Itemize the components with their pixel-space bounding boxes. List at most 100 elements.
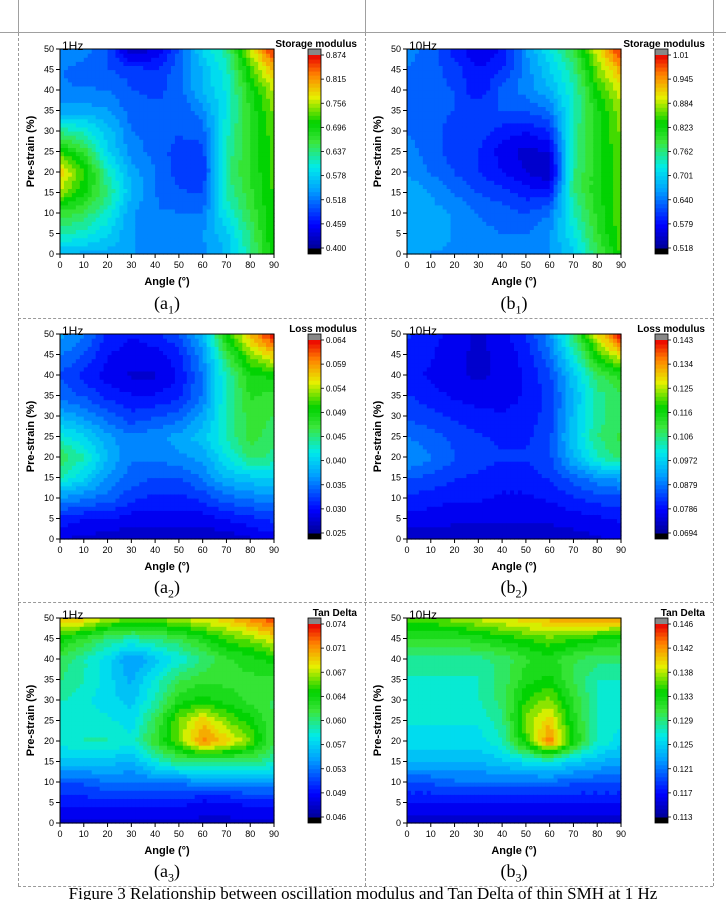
heatmap-cell (210, 57, 216, 62)
heatmap-cell (525, 155, 531, 161)
heatmap-cell (446, 204, 452, 210)
heatmap-cell (174, 225, 180, 230)
heatmap-cell (478, 217, 483, 222)
heatmap-cell (458, 233, 464, 239)
heatmap-cell (561, 217, 567, 222)
heatmap-cell (557, 176, 563, 181)
heatmap-cell (502, 217, 507, 222)
heatmap-cell (222, 69, 228, 75)
heatmap-cell (198, 196, 204, 202)
heatmap-cell (549, 106, 555, 112)
heatmap-cell (426, 196, 432, 202)
heatmap-cell (159, 114, 164, 120)
heatmap-cell (87, 118, 93, 124)
heatmap-cell (565, 53, 571, 58)
heatmap-cell (71, 225, 77, 230)
heatmap-cell (155, 241, 160, 247)
heatmap-cell (226, 241, 231, 247)
heatmap-cell (474, 229, 479, 235)
heatmap-cell (458, 180, 464, 185)
heatmap-cell (474, 69, 479, 75)
heatmap-cell (553, 110, 559, 116)
heatmap-cell (498, 122, 503, 128)
heatmap-cell (270, 159, 275, 165)
heatmap-cell (71, 131, 77, 136)
heatmap-cell (557, 77, 563, 83)
heatmap-cell (131, 180, 136, 185)
heatmap-cell (458, 241, 464, 247)
heatmap-cell (478, 184, 483, 189)
heatmap-cell (155, 81, 160, 87)
heatmap-cell (242, 81, 247, 87)
heatmap-cell (577, 200, 582, 206)
heatmap-cell (573, 217, 578, 222)
heatmap-cell (155, 61, 160, 66)
heatmap-cell (198, 122, 204, 128)
heatmap-cell (573, 241, 578, 247)
heatmap-cell (119, 135, 124, 140)
heatmap-cell (198, 65, 204, 71)
heatmap-cell (75, 126, 81, 132)
heatmap-cell (226, 176, 231, 181)
heatmap-cell (462, 204, 468, 210)
heatmap-cell (170, 217, 176, 222)
heatmap-cell (79, 180, 85, 185)
heatmap-cell (246, 184, 251, 189)
heatmap-cell (202, 213, 208, 218)
heatmap-cell (147, 249, 152, 255)
colorbar-tick-label: 0.874 (326, 51, 347, 60)
heatmap-cell (111, 233, 117, 239)
heatmap-cell (182, 229, 188, 235)
heatmap-cell (218, 188, 224, 194)
heatmap-cell (573, 151, 578, 157)
heatmap-cell (115, 184, 121, 189)
heatmap-cell (226, 217, 231, 222)
heatmap-cell (486, 49, 491, 54)
heatmap-cell (167, 114, 172, 120)
heatmap-cell (426, 102, 432, 107)
heatmap-cell (533, 204, 539, 210)
heatmap-cell (458, 118, 464, 124)
heatmap-cell (214, 249, 220, 255)
heatmap-cell (119, 122, 124, 128)
heatmap-cell (466, 122, 471, 128)
heatmap-cell (111, 69, 117, 75)
heatmap-cell (250, 90, 255, 95)
heatmap-cell (163, 139, 168, 144)
heatmap-cell (123, 204, 128, 210)
heatmap-cell (246, 61, 251, 66)
heatmap-cell (446, 208, 452, 214)
heatmap-cell (446, 114, 452, 120)
heatmap-cell (490, 213, 495, 218)
heatmap-cell (210, 81, 216, 87)
heatmap-cell (529, 61, 535, 66)
heatmap-cell (123, 94, 128, 99)
heatmap-cell (95, 229, 101, 235)
heatmap-cell (250, 172, 255, 177)
heatmap-cell (486, 221, 491, 226)
heatmap-cell (454, 188, 460, 194)
heatmap-cell (230, 188, 235, 194)
heatmap-cell (565, 229, 571, 235)
heatmap-cell (410, 118, 416, 124)
heatmap-cell (450, 147, 456, 153)
heatmap-cell (430, 188, 436, 194)
heatmap-cell (115, 155, 121, 161)
heatmap-cell (214, 90, 220, 95)
heatmap-cell (202, 225, 208, 230)
heatmap-cell (107, 245, 113, 251)
heatmap-cell (478, 143, 483, 148)
heatmap-cell (258, 81, 263, 87)
heatmap-cell (418, 237, 424, 243)
heatmap-cell (202, 233, 208, 239)
heatmap-cell (569, 159, 575, 165)
heatmap-cell (230, 139, 235, 144)
heatmap-cell (446, 53, 452, 58)
heatmap-cell (135, 114, 140, 120)
heatmap-cell (410, 155, 416, 161)
heatmap-cell (238, 249, 243, 255)
heatmap-cell (222, 237, 228, 243)
heatmap-cell (478, 167, 483, 173)
heatmap-cell (502, 61, 507, 66)
heatmap-cell (111, 81, 117, 87)
